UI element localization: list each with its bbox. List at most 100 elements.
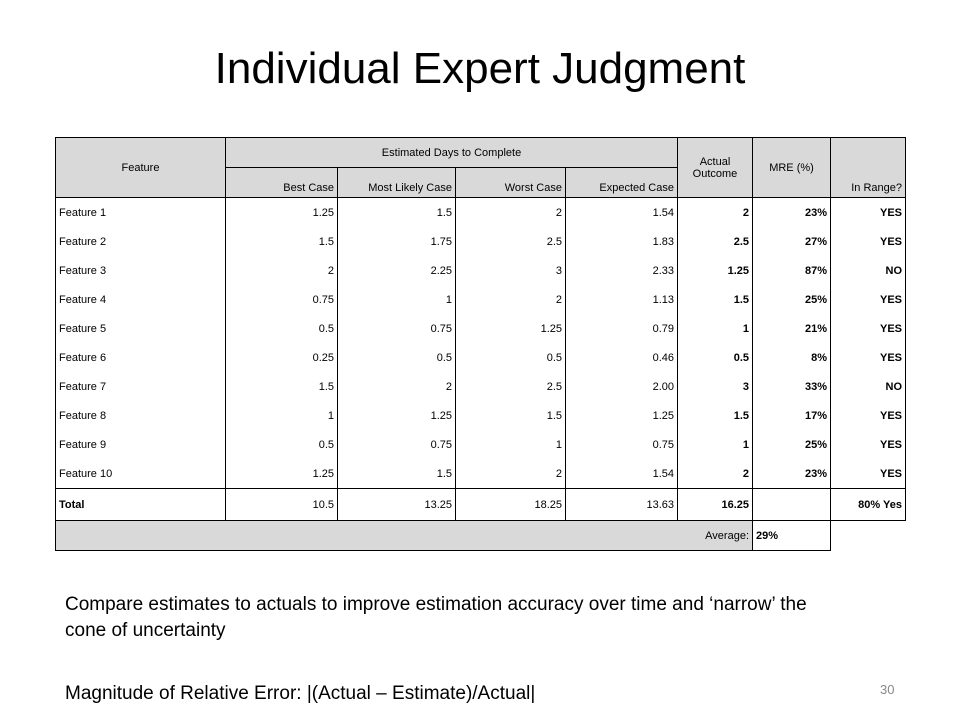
table-cell: 33% xyxy=(752,372,831,401)
table-cell: 1.75 xyxy=(337,227,456,256)
table-cell: Average: xyxy=(55,520,753,551)
total-row: Total 10.5 13.25 18.25 13.63 16.25 80% Yes xyxy=(55,488,906,521)
table-cell: YES xyxy=(830,285,906,314)
table-cell: 1.25 xyxy=(225,459,338,489)
table-cell: Feature 3 xyxy=(55,256,226,285)
table-cell: 2 xyxy=(455,285,566,314)
table-cell: 16.25 xyxy=(677,488,753,521)
estimate-table: Feature Estimated Days to Complete Actua… xyxy=(55,137,906,551)
table-row: Feature 1 1.25 1.5 2 1.54 2 23% YES xyxy=(55,197,906,227)
table-cell: 0.5 xyxy=(677,343,753,372)
table-cell: 1 xyxy=(337,285,456,314)
table-cell: 2 xyxy=(337,372,456,401)
header-cell: In Range? xyxy=(830,137,906,198)
table-cell: 25% xyxy=(752,430,831,459)
table-cell: 1.5 xyxy=(337,459,456,489)
table-cell: 3 xyxy=(455,256,566,285)
table-cell: 2.5 xyxy=(455,227,566,256)
table-cell: Feature 10 xyxy=(55,459,226,489)
table-cell: 0.79 xyxy=(565,314,678,343)
header-cell: Estimated Days to Complete xyxy=(225,137,678,168)
table-cell: 0.75 xyxy=(225,285,338,314)
table-cell: Feature 7 xyxy=(55,372,226,401)
table-cell: Feature 6 xyxy=(55,343,226,372)
header-cell: Actual Outcome xyxy=(677,137,753,198)
table-cell: 1.5 xyxy=(455,401,566,430)
table-cell: 1.25 xyxy=(455,314,566,343)
table-cell: 23% xyxy=(752,197,831,227)
table-cell: 2 xyxy=(677,197,753,227)
table-cell: 1.5 xyxy=(677,401,753,430)
table-cell: 0.5 xyxy=(337,343,456,372)
table-cell: 2.5 xyxy=(677,227,753,256)
table-cell: YES xyxy=(830,197,906,227)
table-cell: 2 xyxy=(225,256,338,285)
table-cell: 1.54 xyxy=(565,197,678,227)
table-cell: 2.25 xyxy=(337,256,456,285)
table-cell: 2.33 xyxy=(565,256,678,285)
table-cell: 1 xyxy=(677,314,753,343)
table-cell: Feature 5 xyxy=(55,314,226,343)
table-cell: 13.63 xyxy=(565,488,678,521)
header-cell: MRE (%) xyxy=(752,137,831,198)
table-cell: 1.25 xyxy=(225,197,338,227)
header-cell: Most Likely Case xyxy=(337,167,456,198)
table-cell: 23% xyxy=(752,459,831,489)
table-cell: 2 xyxy=(677,459,753,489)
table-cell: Feature 2 xyxy=(55,227,226,256)
table-cell: Feature 9 xyxy=(55,430,226,459)
table-cell: 2 xyxy=(455,197,566,227)
table-cell: 2 xyxy=(455,459,566,489)
table-cell: 1.25 xyxy=(565,401,678,430)
table-row: Feature 10 1.25 1.5 2 1.54 2 23% YES xyxy=(55,459,906,489)
table-cell: 1 xyxy=(677,430,753,459)
note: Compare estimates to actuals to improve … xyxy=(65,594,807,641)
table-cell: 1.25 xyxy=(337,401,456,430)
table-cell: 0.46 xyxy=(565,343,678,372)
table-cell: 18.25 xyxy=(455,488,566,521)
table-row: Feature 8 1 1.25 1.5 1.25 1.5 17% YES xyxy=(55,401,906,430)
table-row: Feature 4 0.75 1 2 1.13 1.5 25% YES xyxy=(55,285,906,314)
table-cell: 0.5 xyxy=(455,343,566,372)
table-cell: 10.5 xyxy=(225,488,338,521)
table-cell: 1 xyxy=(225,401,338,430)
average-row: Average: 29% xyxy=(55,520,906,551)
table-row: Feature 2 1.5 1.75 2.5 1.83 2.5 27% YES xyxy=(55,227,906,256)
table-cell: Feature 1 xyxy=(55,197,226,227)
table-row: Feature 7 1.5 2 2.5 2.00 3 33% NO xyxy=(55,372,906,401)
table-cell: NO xyxy=(830,256,906,285)
table-row: Feature 6 0.25 0.5 0.5 0.46 0.5 8% YES xyxy=(55,343,906,372)
table-cell: 1.5 xyxy=(677,285,753,314)
table-cell: NO xyxy=(830,372,906,401)
table-cell: 1.5 xyxy=(225,227,338,256)
table-cell: 8% xyxy=(752,343,831,372)
table-cell: 1.25 xyxy=(677,256,753,285)
table-cell: 1.54 xyxy=(565,459,678,489)
header-cell: Feature xyxy=(55,137,226,198)
table-cell: 0.75 xyxy=(337,314,456,343)
table-cell: 2.5 xyxy=(455,372,566,401)
table-cell: YES xyxy=(830,430,906,459)
table-cell: 1.13 xyxy=(565,285,678,314)
table-cell: 25% xyxy=(752,285,831,314)
table-cell: 1.83 xyxy=(565,227,678,256)
table-cell: YES xyxy=(830,343,906,372)
table-row: Feature 3 2 2.25 3 2.33 1.25 87% NO xyxy=(55,256,906,285)
table-cell: 0.5 xyxy=(225,430,338,459)
table-cell: YES xyxy=(830,227,906,256)
table-cell: 87% xyxy=(752,256,831,285)
table-cell: Feature 4 xyxy=(55,285,226,314)
table-cell: 0.75 xyxy=(337,430,456,459)
table-cell: 1.5 xyxy=(337,197,456,227)
table-cell: 29% xyxy=(752,520,831,551)
table-cell: 17% xyxy=(752,401,831,430)
header-cell: Best Case xyxy=(225,167,338,198)
table-cell: 3 xyxy=(677,372,753,401)
table-cell: 0.5 xyxy=(225,314,338,343)
table-cell: 80% Yes xyxy=(830,488,906,521)
table-row: Feature 5 0.5 0.75 1.25 0.79 1 21% YES xyxy=(55,314,906,343)
table-row: Feature 9 0.5 0.75 1 0.75 1 25% YES xyxy=(55,430,906,459)
table-cell: 13.25 xyxy=(337,488,456,521)
header-cell: Expected Case xyxy=(565,167,678,198)
